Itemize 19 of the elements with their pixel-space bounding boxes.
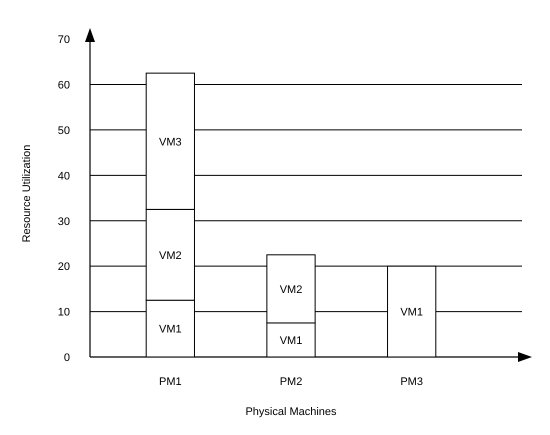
- y-tick-label: 40: [58, 170, 70, 182]
- series-label: VM2: [159, 250, 182, 262]
- series-label: VM1: [280, 334, 302, 347]
- y-axis-title: Resource Utilization: [21, 144, 33, 242]
- x-axis-title: Physical Machines: [245, 406, 338, 418]
- y-tick-label: 0: [64, 352, 70, 364]
- y-tick-label: 50: [58, 124, 70, 137]
- x-tick-label: PM2: [280, 376, 302, 388]
- text: VM2: [280, 284, 302, 296]
- y-tick-label: 10: [58, 306, 70, 319]
- y-tick-label: 20: [58, 261, 70, 274]
- text: VM1: [400, 306, 423, 319]
- series-label: VM3: [159, 136, 182, 148]
- x-tick-label: PM1: [159, 376, 182, 388]
- x-tick-label: PM3: [400, 376, 423, 388]
- y-tick-label: 60: [58, 80, 70, 92]
- y-tick-label: 70: [58, 34, 70, 46]
- text: VM1: [159, 324, 182, 336]
- y-tick-label: 30: [58, 216, 70, 228]
